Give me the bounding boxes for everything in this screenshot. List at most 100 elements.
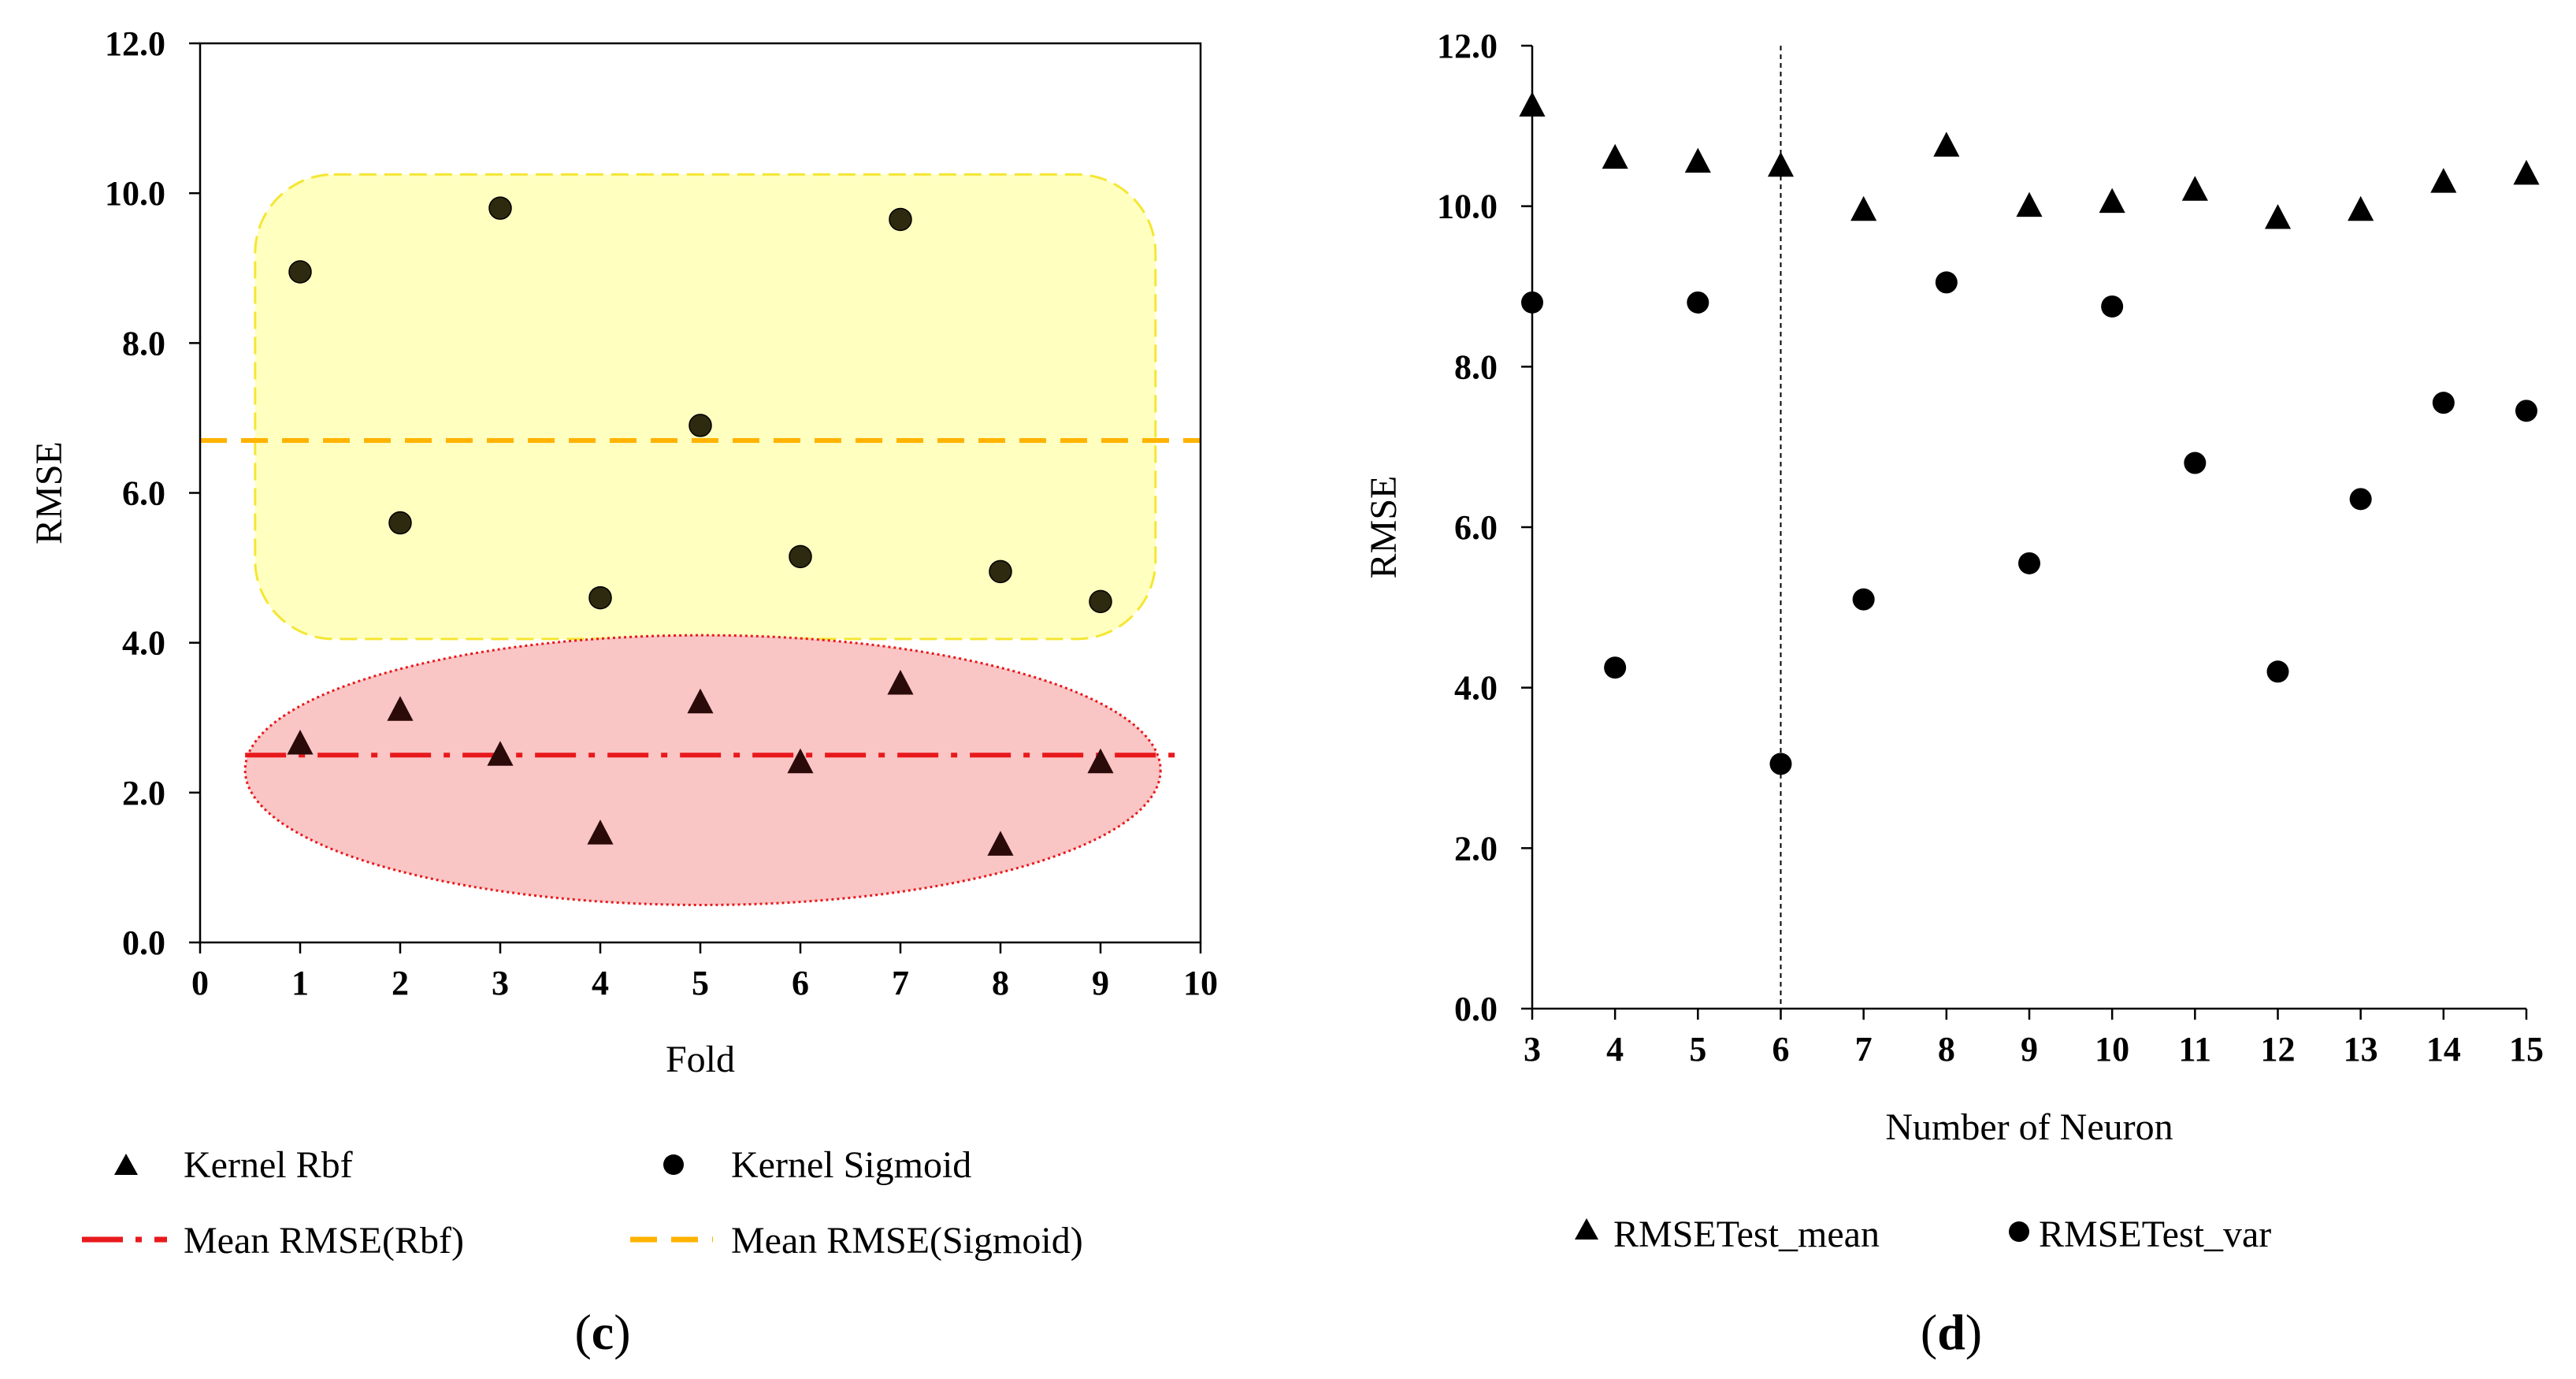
d-x-tick-label: 7 [1855, 1030, 1873, 1069]
d-point-mean [1602, 143, 1628, 169]
c-point-sigmoid [588, 585, 612, 610]
d-point-var [2018, 552, 2040, 574]
legend-label-mean-rbf: Mean RMSE(Rbf) [184, 1220, 464, 1262]
c-point-sigmoid [1089, 589, 1112, 614]
d-x-tick-label: 6 [1772, 1030, 1790, 1069]
d-point-var [2101, 295, 2124, 318]
d-x-tick-label: 3 [1524, 1030, 1541, 1069]
c-y-tick-label: 4.0 [122, 624, 165, 663]
d-point-mean [2430, 168, 2457, 193]
c-x-tick-label: 10 [1183, 964, 1218, 1002]
c-x-tick-label: 5 [692, 964, 709, 1002]
c-point-sigmoid [889, 207, 912, 232]
d-x-axis: 3 4 5 6 7 8 9 10 11 12 13 14 15 [1524, 1009, 2544, 1069]
c-y-tick-label: 8.0 [122, 324, 165, 362]
d-x-tick-label: 4 [1606, 1030, 1624, 1069]
d-point-mean [2099, 188, 2125, 214]
c-y-tick-label: 10.0 [105, 174, 165, 213]
panel-label-c: (c) [574, 1304, 630, 1360]
d-point-mean [2264, 203, 2292, 229]
legend-triangle-marker [114, 1154, 138, 1175]
d-x-axis-label: Number of Neuron [1885, 1106, 2173, 1148]
d-point-var [2432, 392, 2455, 414]
c-point-sigmoid [488, 196, 512, 220]
c-point-rbf [487, 741, 514, 766]
c-point-sigmoid [288, 260, 312, 284]
c-y-axis-label: RMSE [28, 441, 70, 545]
d-point-mean [1519, 91, 1546, 117]
panel-label-d: (d) [1921, 1304, 1982, 1360]
c-x-tick-label: 4 [592, 964, 609, 1002]
d-point-var [1769, 753, 1792, 775]
d-y-tick-label: 0.0 [1454, 990, 1498, 1028]
c-y-tick-label: 6.0 [122, 474, 165, 513]
c-x-axis-label: Fold [666, 1039, 735, 1080]
c-x-tick-label: 0 [191, 964, 209, 1002]
d-point-mean [2513, 159, 2540, 185]
d-axis-lines [1531, 46, 2526, 1010]
c-x-tick-label: 7 [892, 964, 909, 1002]
c-point-rbf [387, 696, 414, 721]
c-x-tick-label: 3 [492, 964, 509, 1002]
d-x-tick-label: 9 [2021, 1030, 2038, 1069]
c-highlight-regions [243, 173, 1162, 906]
d-y-tick-label: 10.0 [1437, 188, 1498, 226]
d-point-var [2184, 452, 2207, 474]
c-y-axis: 0.0 2.0 4.0 6.0 8.0 10.0 12.0 [105, 24, 200, 962]
d-y-tick-label: 8.0 [1454, 348, 1498, 386]
d-point-mean [2016, 191, 2043, 217]
legend-label-mean: RMSETest_mean [1613, 1214, 1880, 1255]
c-region-rbf [243, 634, 1162, 906]
d-point-var [1852, 588, 1875, 611]
d-x-tick-label: 12 [2261, 1030, 2296, 1069]
c-x-tick-label: 6 [792, 964, 809, 1002]
d-x-tick-label: 8 [1938, 1030, 1955, 1069]
c-point-rbf [287, 730, 314, 755]
panel-c: 0 1 2 3 4 5 6 7 8 9 10 0.0 2.0 4.0 6.0 8.0 10.0 12.0 Fol… [28, 24, 1218, 1360]
d-y-tick-label: 2.0 [1454, 829, 1498, 868]
legend-circle-marker [2009, 1221, 2029, 1242]
d-point-var [1935, 271, 1958, 294]
d-point-var [2515, 400, 2537, 422]
c-point-sigmoid [388, 511, 412, 535]
d-point-var [2349, 488, 2372, 511]
c-point-rbf [787, 748, 814, 774]
d-y-tick-label: 6.0 [1454, 508, 1498, 547]
d-x-tick-label: 10 [2095, 1030, 2129, 1069]
c-legend: Kernel Rbf Kernel Sigmoid Mean RMSE(Rbf)… [82, 1144, 1083, 1262]
panel-d: 3 4 5 6 7 8 9 10 11 12 13 14 15 0.0 2.0 4.0 6.0 8.0 10.0 1… [1363, 27, 2544, 1360]
d-x-tick-label: 15 [2509, 1030, 2544, 1069]
d-y-tick-label: 4.0 [1454, 669, 1498, 708]
d-x-tick-label: 13 [2344, 1030, 2378, 1069]
c-point-sigmoid [989, 559, 1012, 584]
c-region-sigmoid [254, 173, 1157, 641]
c-point-sigmoid [789, 545, 812, 569]
d-legend: RMSETest_mean RMSETest_var [1575, 1214, 2271, 1255]
d-x-tick-label: 11 [2179, 1030, 2212, 1069]
c-point-rbf [587, 820, 614, 845]
d-point-mean [1933, 132, 1960, 157]
c-y-tick-label: 2.0 [122, 774, 165, 812]
d-point-var [1604, 656, 1627, 679]
d-point-mean [1850, 195, 1877, 221]
d-data-points [1519, 91, 2540, 775]
d-point-var [1687, 291, 1709, 314]
c-data-points [287, 196, 1114, 856]
d-point-mean [1767, 151, 1795, 177]
d-x-tick-label: 14 [2426, 1030, 2461, 1069]
legend-label-sigmoid: Kernel Sigmoid [731, 1144, 971, 1186]
c-y-tick-label: 0.0 [122, 924, 165, 962]
d-point-mean [1684, 147, 1711, 173]
d-y-axis-label: RMSE [1363, 476, 1405, 579]
c-point-sigmoid [689, 414, 712, 437]
c-x-axis: 0 1 2 3 4 5 6 7 8 9 10 [191, 942, 1218, 1002]
legend-circle-marker [663, 1154, 684, 1175]
c-x-tick-label: 8 [992, 964, 1009, 1002]
c-point-rbf [1087, 748, 1114, 774]
c-x-tick-label: 9 [1092, 964, 1109, 1002]
d-y-tick-label: 12.0 [1437, 27, 1498, 65]
c-point-rbf [887, 669, 914, 695]
c-reference-lines [200, 437, 1201, 758]
c-y-tick-label: 12.0 [105, 24, 165, 63]
